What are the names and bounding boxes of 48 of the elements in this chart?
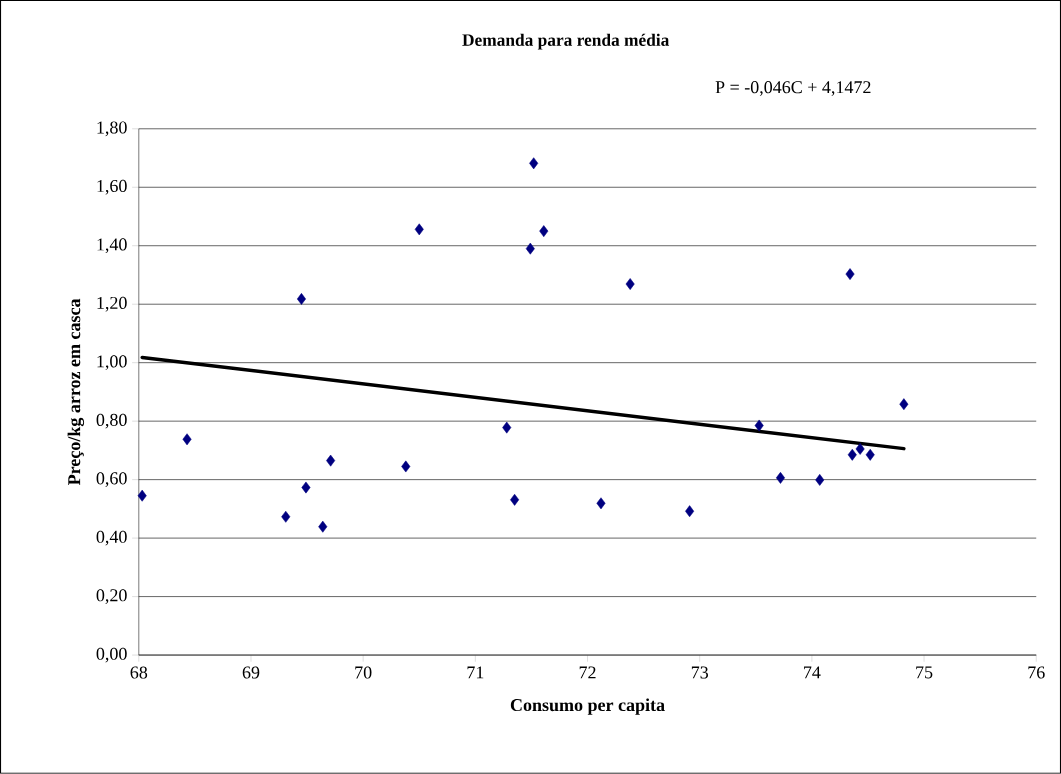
y-tick-label: 1,20 <box>97 296 127 312</box>
y-tick-label: 0,80 <box>96 413 127 429</box>
point <box>865 448 875 461</box>
point <box>525 242 535 255</box>
point <box>301 481 311 494</box>
y-tick-label: 0,00 <box>96 647 127 663</box>
point <box>815 474 825 486</box>
x-tick-label: 70 <box>355 666 372 679</box>
y-tick-label: 0,20 <box>96 589 127 605</box>
chart-title: Demanda para renda média <box>462 33 670 50</box>
point <box>510 494 520 506</box>
point <box>754 419 764 432</box>
point <box>401 460 411 473</box>
x-tick-label: 68 <box>130 666 148 679</box>
y-tick-label: 1,80 <box>97 121 127 137</box>
point <box>326 454 336 467</box>
point <box>529 157 539 170</box>
y-tick-label: 1,00 <box>97 355 127 371</box>
point <box>855 443 865 455</box>
x-tick-label: 74 <box>804 666 821 679</box>
point <box>137 489 147 502</box>
x-tick-label: 76 <box>1028 666 1045 679</box>
point <box>539 225 549 238</box>
point <box>414 223 424 236</box>
y-tick-label: 1,60 <box>97 179 127 195</box>
point <box>899 398 909 411</box>
x-tick-label: 75 <box>916 666 933 679</box>
x-axis-title: Consumo per capita <box>510 698 665 715</box>
point <box>502 421 512 434</box>
y-tick-label: 0,40 <box>96 530 127 546</box>
x-tick-label: 71 <box>467 666 484 679</box>
point <box>596 497 606 510</box>
point <box>318 520 328 533</box>
y-axis-title: Preço/kg arroz em casca <box>67 298 85 486</box>
point <box>625 278 635 290</box>
x-tick-label: 73 <box>691 666 709 679</box>
point <box>297 293 306 305</box>
y-tick-label: 0,60 <box>96 472 127 488</box>
point <box>845 268 855 281</box>
point <box>685 505 695 518</box>
y-tick-label: 1,40 <box>97 238 127 254</box>
point <box>776 472 785 484</box>
x-tick-label: 69 <box>242 666 260 679</box>
point <box>281 510 291 523</box>
text: P = -0,046C + 4,1472 <box>715 81 871 96</box>
x-tick-label: 72 <box>579 666 596 679</box>
point <box>182 433 192 446</box>
point <box>847 448 857 461</box>
